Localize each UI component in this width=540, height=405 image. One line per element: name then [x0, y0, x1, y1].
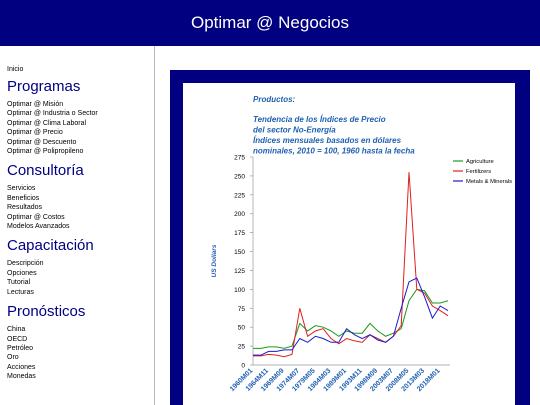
legend-label: Metals & Minerals: [466, 179, 512, 185]
header-title: Optimar @ Negocios: [0, 0, 540, 46]
nav-link[interactable]: Descripción: [7, 260, 44, 268]
nav-link[interactable]: Tutorial: [7, 279, 31, 287]
y-axis-label: US Dollars: [211, 244, 218, 277]
y-tick-label: 0: [241, 363, 245, 370]
nav-link[interactable]: Optimar @ Industria o Sector: [7, 110, 98, 118]
nav-link[interactable]: Monedas: [7, 373, 36, 381]
nav-link[interactable]: Resultados: [7, 204, 43, 212]
chart-title: Productos:: [253, 95, 296, 104]
chart-subtitle: nominales, 2010 = 100, 1960 hasta la fec…: [253, 147, 415, 156]
nav-link[interactable]: Petróleo: [7, 344, 34, 352]
nav-link[interactable]: Optimar @ Clima Laboral: [7, 119, 87, 127]
nav-link[interactable]: Oro: [7, 354, 19, 362]
y-tick-label: 275: [234, 155, 245, 162]
y-tick-label: 150: [234, 249, 245, 256]
nav-section-title: Pronósticos: [7, 303, 86, 321]
nav-link[interactable]: Lecturas: [7, 288, 34, 296]
nav-link[interactable]: Opciones: [7, 269, 37, 277]
nav-section-title: Capacitación: [7, 237, 94, 255]
y-tick-label: 100: [234, 287, 245, 294]
nav-section-title: Programas: [7, 78, 81, 95]
legend-label: Fertilizers: [466, 169, 491, 175]
y-tick-label: 225: [234, 192, 245, 199]
nav-link[interactable]: Optimar @ Descuento: [7, 138, 77, 146]
chart-subtitle: Tendencia de los Índices de Precio: [253, 115, 386, 124]
chart-subtitle: del sector No-Energía: [253, 126, 336, 135]
nav-link[interactable]: Beneficios: [7, 194, 40, 202]
nav-link[interactable]: Servicios: [7, 185, 36, 193]
sidebar: Inicio Programas Optimar @ Misión Optimar @…: [0, 46, 155, 405]
nav-link[interactable]: China: [7, 326, 26, 334]
chart-subtitle: Índices mensuales basados en dólares: [253, 136, 402, 145]
nav-link[interactable]: OECD: [7, 335, 28, 343]
y-tick-label: 200: [234, 211, 245, 218]
nav-link[interactable]: Optimar @ Misión: [7, 101, 64, 108]
y-tick-label: 250: [234, 173, 245, 180]
nav-link[interactable]: Inicio: [7, 66, 24, 73]
nav-link[interactable]: Optimar @ Polipropileno: [7, 148, 84, 156]
y-tick-label: 75: [238, 306, 246, 313]
nav-section-title: Consultoría: [7, 162, 84, 180]
y-tick-label: 125: [234, 268, 245, 275]
nav-link[interactable]: Modelos Avanzados: [7, 223, 70, 231]
series-line: [253, 277, 449, 356]
chart: Productos: Tendencia de los Índices de Pr…: [170, 70, 530, 405]
y-tick-label: 175: [234, 230, 245, 237]
nav-link[interactable]: Optimar @ Costos: [7, 213, 65, 221]
series-line: [253, 172, 449, 358]
y-tick-label: 50: [238, 325, 246, 332]
chart-background: [183, 83, 515, 405]
nav-link[interactable]: Optimar @ Precio: [7, 129, 63, 137]
y-tick-label: 25: [238, 344, 246, 351]
legend-label: Agriculture: [466, 159, 494, 165]
nav-link[interactable]: Acciones: [7, 363, 36, 371]
